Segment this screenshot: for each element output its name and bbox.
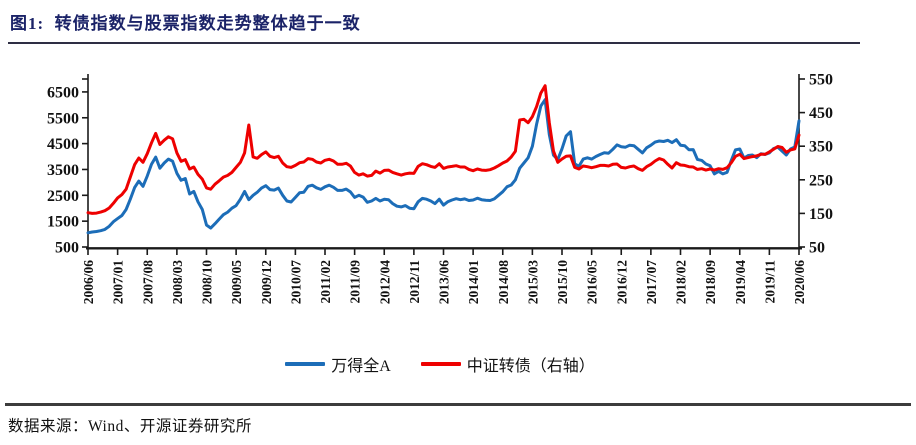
svg-text:2006/06: 2006/06 <box>81 260 96 305</box>
svg-text:5500: 5500 <box>47 110 79 127</box>
svg-text:450: 450 <box>809 105 833 122</box>
svg-text:2011/09: 2011/09 <box>348 260 363 304</box>
svg-text:150: 150 <box>809 206 833 223</box>
svg-text:250: 250 <box>809 172 833 189</box>
footer-divider <box>5 403 911 406</box>
svg-text:2011/02: 2011/02 <box>318 260 333 304</box>
svg-text:350: 350 <box>809 139 833 156</box>
svg-text:2019/04: 2019/04 <box>733 260 748 305</box>
blue-line-swatch <box>285 362 326 366</box>
svg-text:2013/06: 2013/06 <box>437 260 452 305</box>
svg-text:2016/05: 2016/05 <box>585 260 600 305</box>
svg-text:4500: 4500 <box>47 136 79 153</box>
svg-text:2500: 2500 <box>47 188 79 205</box>
svg-text:2009/12: 2009/12 <box>259 260 274 305</box>
chart-legend: 万得全A 中证转债（右轴） <box>0 352 880 376</box>
svg-text:2018/09: 2018/09 <box>703 260 718 305</box>
svg-text:2016/12: 2016/12 <box>614 260 629 305</box>
svg-text:2014/08: 2014/08 <box>496 260 511 305</box>
red-line-swatch <box>420 362 461 366</box>
svg-text:500: 500 <box>55 240 79 257</box>
figure-title: 图1: 转债指数与股票指数走势整体趋于一致 <box>10 14 361 33</box>
svg-text:2017/07: 2017/07 <box>644 260 659 305</box>
legend-label: 中证转债（右轴） <box>466 358 595 375</box>
svg-text:2007/01: 2007/01 <box>111 260 126 305</box>
svg-text:550: 550 <box>809 72 833 89</box>
svg-text:1500: 1500 <box>47 214 79 231</box>
svg-text:50: 50 <box>809 240 825 257</box>
svg-text:2008/10: 2008/10 <box>200 260 215 305</box>
svg-text:6500: 6500 <box>47 84 79 101</box>
svg-text:2007/08: 2007/08 <box>140 260 155 305</box>
svg-text:2015/03: 2015/03 <box>525 260 540 305</box>
title-underline <box>8 42 860 44</box>
data-source: 数据来源：Wind、开源证券研究所 <box>8 418 252 435</box>
svg-text:2014/01: 2014/01 <box>466 260 481 305</box>
svg-text:2019/11: 2019/11 <box>762 260 777 304</box>
legend-item-zhongzheng-zhuanzhai: 中证转债（右轴） <box>420 352 595 376</box>
svg-text:2012/04: 2012/04 <box>377 260 392 305</box>
svg-text:2012/11: 2012/11 <box>407 260 422 304</box>
svg-text:3500: 3500 <box>47 162 79 179</box>
svg-text:2010/07: 2010/07 <box>288 260 303 305</box>
svg-text:2008/03: 2008/03 <box>170 260 185 305</box>
svg-text:2020/06: 2020/06 <box>792 260 807 305</box>
legend-item-wande-quan-a: 万得全A <box>285 352 391 376</box>
legend-label: 万得全A <box>331 358 391 375</box>
svg-text:2018/02: 2018/02 <box>674 260 689 305</box>
svg-text:2015/10: 2015/10 <box>555 260 570 305</box>
svg-text:2009/05: 2009/05 <box>229 260 244 305</box>
